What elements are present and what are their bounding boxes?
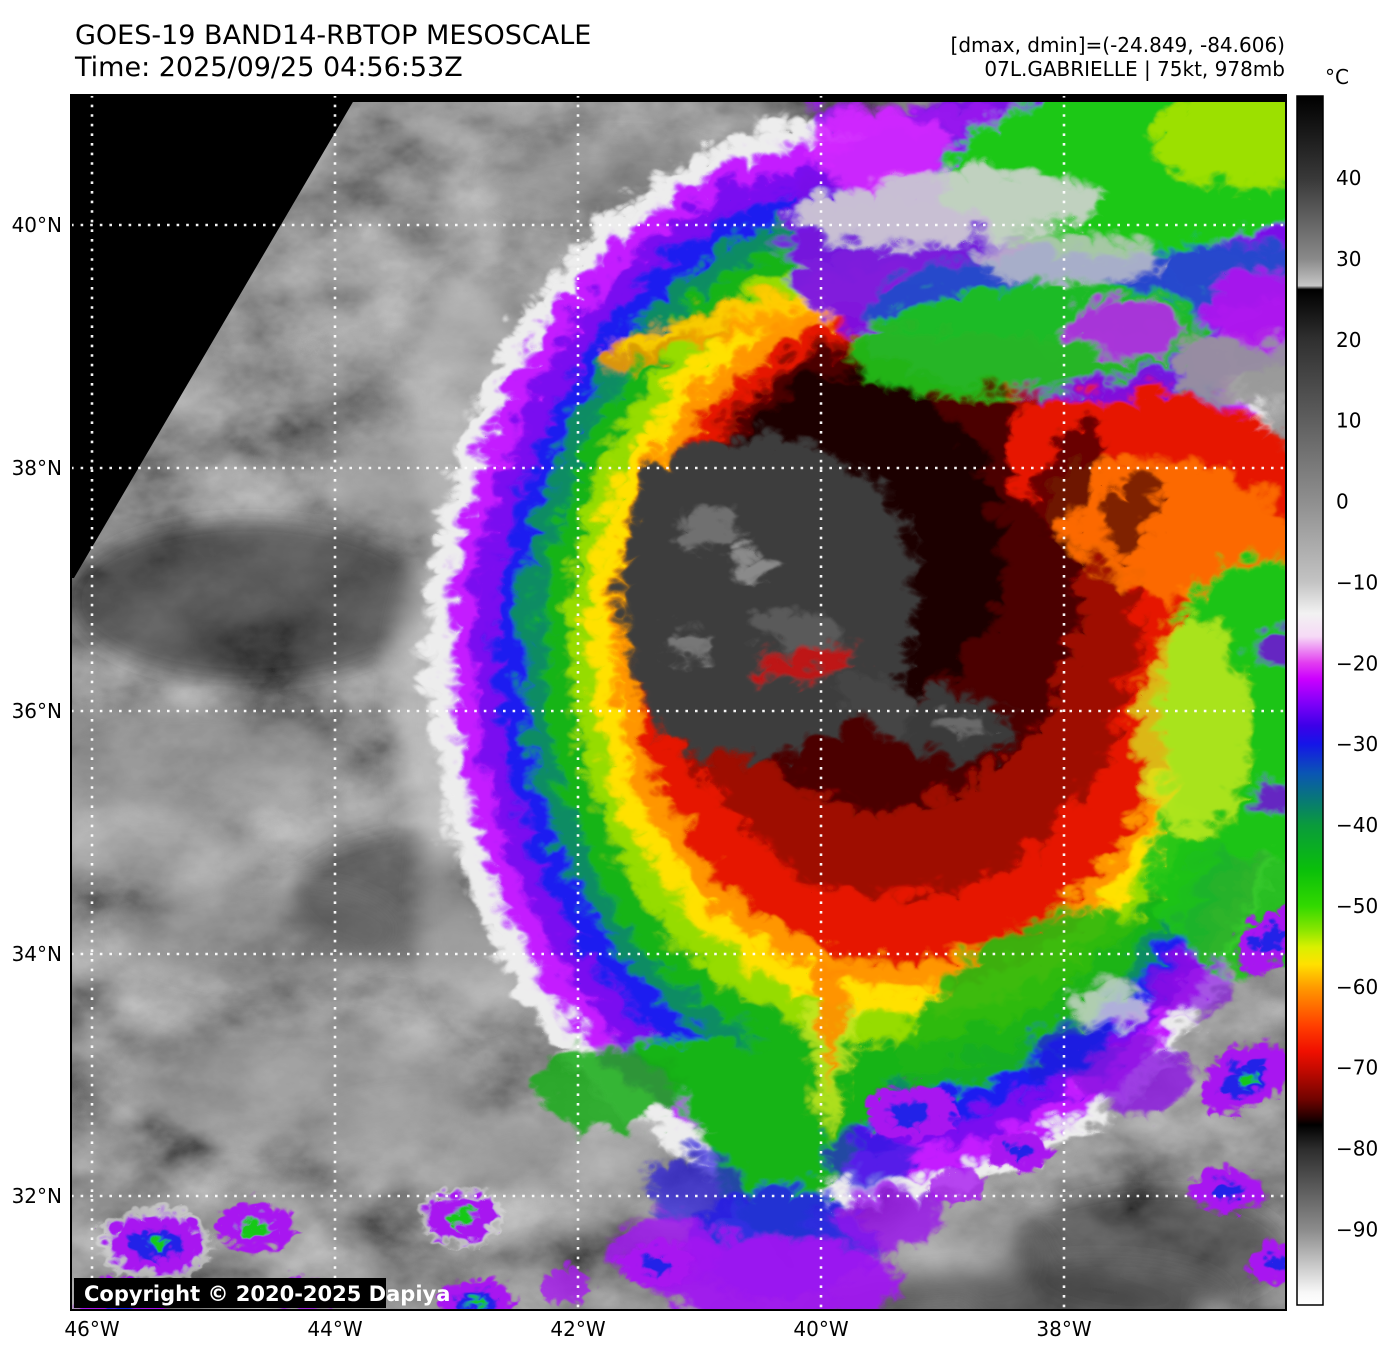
map-image bbox=[71, 95, 1286, 1310]
colorbar-ticks: 40 30 20 10 0 −10 −20 −30 −40 −50 −60 −70 −80 −90 bbox=[1336, 166, 1378, 1241]
lat-axis-label: 40°N bbox=[12, 213, 62, 237]
annotation-storm-info: 07L.GABRIELLE | 75kt, 978mb bbox=[984, 57, 1285, 81]
colorbar-tick-label: −80 bbox=[1336, 1137, 1378, 1161]
colorbar-tick-label: 20 bbox=[1336, 328, 1361, 352]
copyright-badge: Copyright © 2020-2025 Dapiya bbox=[74, 1278, 450, 1308]
lon-axis-label: 38°W bbox=[1036, 1317, 1091, 1341]
colorbar-tick-label: −70 bbox=[1336, 1056, 1378, 1080]
lon-axis-labels: 46°W 44°W 42°W 40°W 38°W bbox=[64, 1317, 1091, 1341]
lat-axis-labels: 40°N 38°N 36°N 34°N 32°N bbox=[12, 213, 62, 1208]
colorbar-tick-label: 10 bbox=[1336, 409, 1361, 433]
colorbar-tick-label: −20 bbox=[1336, 651, 1378, 675]
cold-overshoot-region bbox=[611, 430, 1005, 755]
colorbar-tick-label: −90 bbox=[1336, 1217, 1378, 1241]
lat-axis-label: 36°N bbox=[12, 699, 62, 723]
lon-axis-label: 42°W bbox=[550, 1317, 605, 1341]
lon-axis-label: 44°W bbox=[307, 1317, 362, 1341]
grid-lines bbox=[71, 95, 1286, 1310]
figure-title: GOES-19 BAND14-RBTOP MESOSCALE bbox=[75, 20, 591, 51]
colorbar-unit-label: °C bbox=[1325, 65, 1349, 89]
lon-axis-label: 40°W bbox=[793, 1317, 848, 1341]
colorbar-tick-label: 30 bbox=[1336, 247, 1361, 271]
colorbar-bar bbox=[1296, 95, 1324, 1306]
colorbar-tick-label: −30 bbox=[1336, 732, 1378, 756]
lon-axis-label: 46°W bbox=[64, 1317, 119, 1341]
copyright-box bbox=[74, 1278, 386, 1308]
colorbar: °C 40 30 20 10 0 −10 −20 −30 −40 −50 −60 −70 −80 −90 bbox=[1296, 65, 1378, 1306]
lat-axis-label: 34°N bbox=[12, 942, 62, 966]
colorbar-tick-label: 40 bbox=[1336, 166, 1361, 190]
colorbar-tick-label: 0 bbox=[1336, 490, 1349, 514]
colorbar-tick-label: −60 bbox=[1336, 975, 1378, 999]
annotation-dmax-dmin: [dmax, dmin]=(-24.849, -84.606) bbox=[951, 33, 1285, 57]
map-frame bbox=[70, 94, 1287, 1311]
colorbar-tick-label: −50 bbox=[1336, 894, 1378, 918]
colorbar-tick-label: −10 bbox=[1336, 570, 1378, 594]
lat-axis-label: 38°N bbox=[12, 456, 62, 480]
no-data-wedge bbox=[71, 95, 1286, 578]
copyright-text: Copyright © 2020-2025 Dapiya bbox=[84, 1282, 450, 1306]
lat-axis-label: 32°N bbox=[12, 1184, 62, 1208]
figure-time: Time: 2025/09/25 04:56:53Z bbox=[74, 52, 463, 83]
colorbar-tick-label: −40 bbox=[1336, 813, 1378, 837]
